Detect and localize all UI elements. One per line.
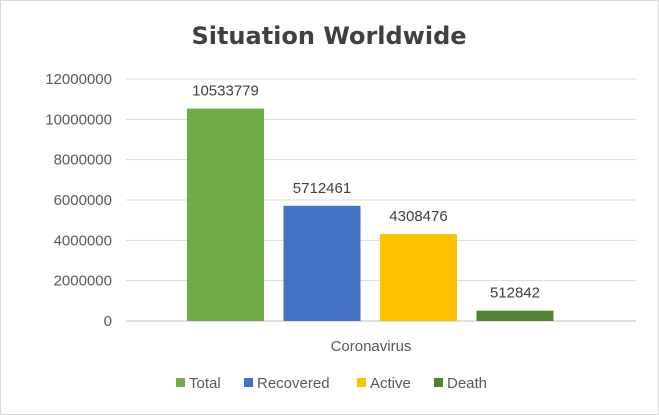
y-tick-label: 4000000	[54, 232, 112, 249]
legend-label-active: Active	[370, 375, 411, 392]
y-tick-label: 2000000	[54, 273, 112, 290]
bar-recovered	[283, 205, 361, 321]
bar-total	[187, 108, 264, 321]
chart-title: Situation Worldwide	[191, 22, 466, 50]
data-label-recovered: 5712461	[293, 180, 351, 197]
y-tick-label: 0	[104, 313, 112, 330]
y-tick-label: 6000000	[54, 192, 112, 209]
y-tick-label: 10000000	[45, 111, 112, 128]
legend-label-recovered: Recovered	[257, 375, 330, 392]
data-label-active: 4308476	[389, 208, 447, 225]
legend-label-death: Death	[447, 375, 487, 392]
category-label: Coronavirus	[331, 338, 412, 355]
bar-active	[380, 234, 457, 321]
data-labels: 10533779 5712461 4308476 512842	[192, 83, 540, 302]
y-tick-label: 12000000	[45, 71, 112, 88]
legend: Total Recovered Active Death	[176, 375, 487, 392]
bar-death	[476, 310, 554, 321]
data-label-death: 512842	[490, 285, 540, 302]
legend-swatch-total	[176, 378, 185, 387]
legend-swatch-active	[357, 378, 366, 387]
legend-label-total: Total	[189, 375, 221, 392]
legend-swatch-recovered	[244, 378, 253, 387]
bars	[187, 108, 554, 321]
y-axis-ticks: 0 2000000 4000000 6000000 8000000 10000000 120…	[45, 71, 112, 330]
legend-swatch-death	[434, 378, 443, 387]
data-label-total: 10533779	[192, 83, 259, 100]
y-tick-label: 8000000	[54, 152, 112, 169]
